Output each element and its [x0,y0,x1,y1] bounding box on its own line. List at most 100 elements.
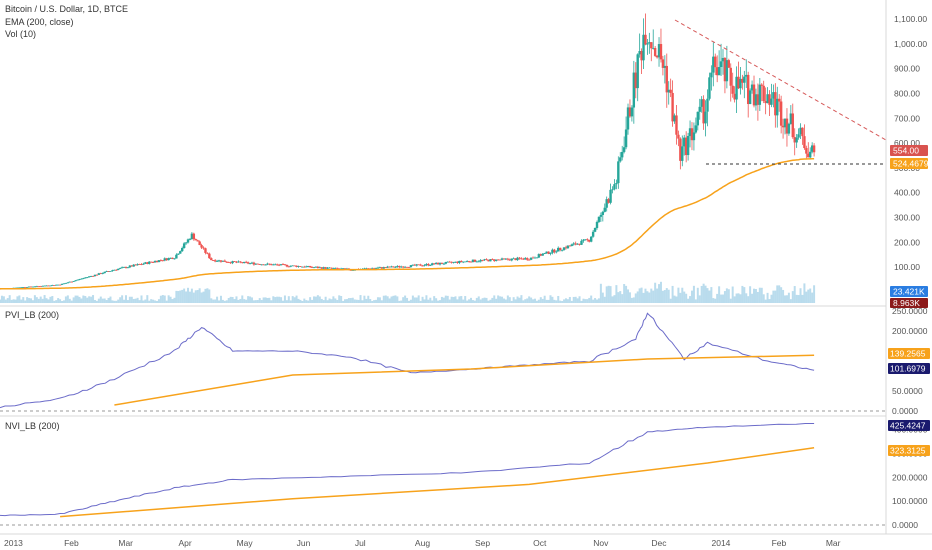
volume-bar [495,298,498,303]
volume-bar [105,300,108,303]
candle-body [795,137,798,143]
candle-body [138,264,141,265]
candle-body [669,89,672,93]
candle-body [681,146,684,161]
nvi-line [0,423,815,517]
volume-bar [627,289,630,303]
volume-bar [582,298,585,303]
candle-body [739,78,742,89]
volume-bar [518,297,521,303]
volume-bar [588,297,591,303]
candle-body [272,264,275,266]
volume-bar [665,288,668,303]
candle-body [686,136,690,156]
volume-bar [72,297,75,303]
time-tick-label: May [237,538,254,548]
candle-body [491,259,494,260]
volume-bar [22,297,25,303]
candle-body [655,55,659,58]
candle-body [382,267,385,269]
candle-body [743,76,746,83]
candle-body [572,243,575,245]
volume-bar [721,294,724,303]
candle-body [74,280,77,282]
candle-body [293,265,296,267]
volume-bar [499,296,502,303]
volume-bar [247,296,250,303]
candle-body [667,89,670,93]
candle-body [783,118,787,128]
volume-bar [619,291,622,303]
candle-body [62,283,66,285]
volume-bar [157,299,160,303]
volume-bar [596,299,599,303]
volume-bar [121,295,124,303]
candle-body [380,267,384,269]
volume-bar [357,299,360,303]
volume-bar [597,298,600,303]
candle-body [527,259,531,261]
volume-bar [92,295,95,303]
volume-bar [741,285,744,303]
volume-bar [80,298,83,303]
volume-bar [82,295,85,303]
candle-body [787,123,791,134]
volume-bar [468,299,471,303]
volume-bar [61,300,64,303]
candle-body [27,286,31,288]
candle-body [526,258,529,260]
candle-body [768,94,771,105]
candle-body [694,125,698,133]
candle-body [434,262,438,265]
volume-bar [502,298,505,303]
volume-bar [609,286,612,303]
volume-bar [173,297,176,303]
volume-bar [250,297,253,303]
candle-body [580,240,583,245]
volume-bar [716,293,719,303]
candle-body [644,34,647,45]
volume-bar [260,299,263,303]
time-tick-label: Jun [297,538,311,548]
volume-bar [578,296,581,303]
volume-bar [780,287,783,303]
vol-ma-badge-box [890,286,928,297]
volume-bar [491,297,494,303]
volume-bar [423,299,426,303]
nvi-badge: 425.4247 [888,420,930,431]
time-tick-label: Mar [826,538,841,548]
candle-body [78,279,81,280]
volume-bar [367,295,370,303]
candle-body [376,267,380,269]
candle-body [750,84,754,91]
volume-bar [439,300,441,303]
volume-bar [510,300,513,303]
volume-bar [479,299,482,303]
volume-bar [473,300,476,303]
volume-bar [694,299,697,303]
candle-body [53,285,56,286]
volume-bar [390,296,393,303]
volume-bar [95,300,98,303]
candle-body [438,262,442,265]
candle-body [605,199,608,208]
volume-bar [190,288,193,303]
pvi-tick-label: 0.0000 [892,406,918,416]
candle-body [632,72,636,108]
candle-body [446,261,449,263]
volume-bar [421,296,424,303]
candle-body [634,72,637,89]
volume-bar [743,287,746,303]
volume-bar [148,300,151,303]
volume-bar [297,298,300,303]
volume-bar [617,292,620,303]
volume-bar [200,292,203,303]
volume-bar [171,299,174,303]
volume-bar [650,288,653,303]
candle-body [781,125,785,128]
pvi-tick-label: 200.0000 [892,326,928,336]
candle-body [155,261,159,263]
candle-body [576,243,579,245]
candle-body [252,262,256,265]
